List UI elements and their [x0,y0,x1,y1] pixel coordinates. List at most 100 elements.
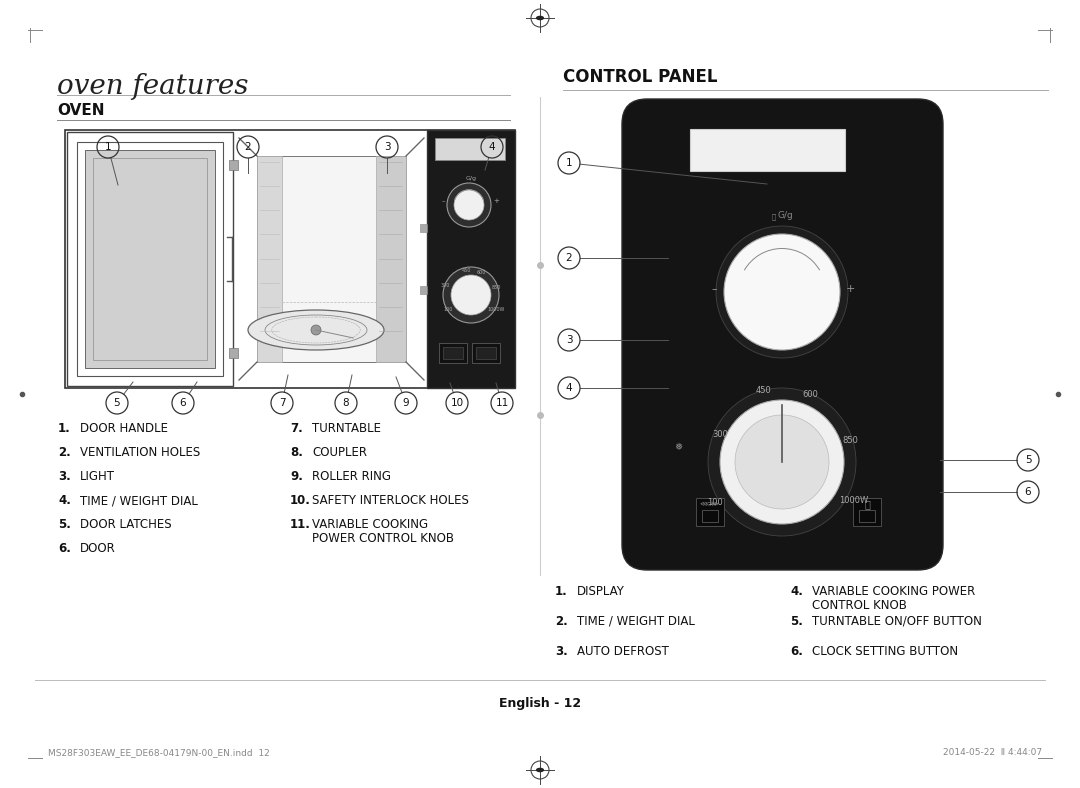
Circle shape [311,325,321,335]
Text: 8: 8 [342,398,349,408]
Text: 100: 100 [707,497,723,507]
Text: LIGHT: LIGHT [80,470,114,483]
Bar [702,510,718,522]
Text: G/g: G/g [778,211,793,220]
Bar [690,129,845,171]
Text: 2: 2 [566,253,572,263]
Text: 450: 450 [756,385,772,395]
Text: 6: 6 [179,398,187,408]
Bar [435,138,505,160]
Text: +: + [492,198,499,204]
Bar [859,510,875,522]
Bar [472,343,500,363]
Text: 9.: 9. [291,470,302,483]
Text: ROLLER RING: ROLLER RING [312,470,391,483]
Text: 5: 5 [1025,455,1031,465]
Text: 600: 600 [476,269,486,274]
Text: 1000W: 1000W [839,496,868,504]
Text: VARIABLE COOKING POWER: VARIABLE COOKING POWER [812,585,975,598]
Text: VARIABLE COOKING: VARIABLE COOKING [312,518,428,531]
Circle shape [454,190,484,220]
Text: 6.: 6. [58,542,71,555]
Circle shape [451,275,491,315]
Text: MS28F303EAW_EE_DE68-04179N-00_EN.indd  12: MS28F303EAW_EE_DE68-04179N-00_EN.indd 12 [48,748,270,757]
Text: 600: 600 [802,389,818,399]
Text: TURNTABLE ON/OFF BUTTON: TURNTABLE ON/OFF BUTTON [812,615,982,628]
Bar [93,158,207,360]
Text: 3.: 3. [58,470,71,483]
Text: ❅: ❅ [674,442,683,452]
Bar [67,132,233,386]
Text: –: – [442,198,445,204]
Text: 2.: 2. [555,615,568,628]
Text: SAFETY INTERLOCK HOLES: SAFETY INTERLOCK HOLES [312,494,469,507]
Text: 3: 3 [383,142,390,152]
Text: ⌛: ⌛ [772,214,777,220]
Text: 9: 9 [403,398,409,408]
Bar [65,130,515,388]
Circle shape [708,388,856,536]
Text: CONTROL KNOB: CONTROL KNOB [812,599,907,612]
Bar [77,142,222,376]
Text: ⋘⋙: ⋘⋙ [700,501,720,507]
Bar [420,286,427,294]
Ellipse shape [537,17,543,20]
Text: TIME / WEIGHT DIAL: TIME / WEIGHT DIAL [80,494,198,507]
Text: English - 12: English - 12 [499,697,581,710]
Text: 7.: 7. [291,422,302,435]
Text: 6.: 6. [789,645,802,658]
Text: 7: 7 [279,398,285,408]
Circle shape [443,267,499,323]
Text: TIME / WEIGHT DIAL: TIME / WEIGHT DIAL [577,615,694,628]
Bar [443,347,463,359]
Text: DISPLAY: DISPLAY [577,585,625,598]
Text: TURNTABLE: TURNTABLE [312,422,381,435]
Bar [229,348,238,358]
Text: DOOR LATCHES: DOOR LATCHES [80,518,172,531]
Text: AUTO DEFROST: AUTO DEFROST [577,645,669,658]
Text: CONTROL PANEL: CONTROL PANEL [563,68,717,86]
Bar [85,150,215,368]
Circle shape [735,415,829,509]
Text: 2: 2 [245,142,252,152]
Text: 1.: 1. [58,422,71,435]
Circle shape [716,226,848,358]
Bar [376,156,406,362]
Text: 4: 4 [488,142,496,152]
Text: CLOCK SETTING BUTTON: CLOCK SETTING BUTTON [812,645,958,658]
Text: 2.: 2. [58,446,71,459]
Text: 1: 1 [105,142,111,152]
Bar [257,156,282,362]
Text: COUPLER: COUPLER [312,446,367,459]
Bar [427,130,515,388]
Text: 6: 6 [1025,487,1031,497]
Text: 4.: 4. [58,494,71,507]
Bar [257,156,406,362]
Text: 1000W: 1000W [487,307,504,311]
Ellipse shape [537,768,543,771]
Text: 450: 450 [461,269,471,273]
Text: DOOR: DOOR [80,542,116,555]
Bar [476,347,496,359]
FancyBboxPatch shape [622,99,943,570]
Text: 11.: 11. [291,518,311,531]
Text: –: – [712,284,717,294]
Text: ⌛: ⌛ [864,499,869,509]
Bar [229,160,238,170]
Text: DOOR HANDLE: DOOR HANDLE [80,422,168,435]
Text: oven features: oven features [57,73,248,100]
Text: +: + [846,284,854,294]
Bar [696,498,724,526]
Bar [420,224,427,232]
Text: 850: 850 [842,436,858,444]
Ellipse shape [248,310,384,350]
Text: 10.: 10. [291,494,311,507]
Circle shape [447,183,491,227]
Text: 3: 3 [566,335,572,345]
Text: 4: 4 [566,383,572,393]
Text: 5: 5 [113,398,120,408]
Text: 1.: 1. [555,585,568,598]
Text: 5.: 5. [789,615,802,628]
Bar [853,498,881,526]
Text: OVEN: OVEN [57,103,105,118]
